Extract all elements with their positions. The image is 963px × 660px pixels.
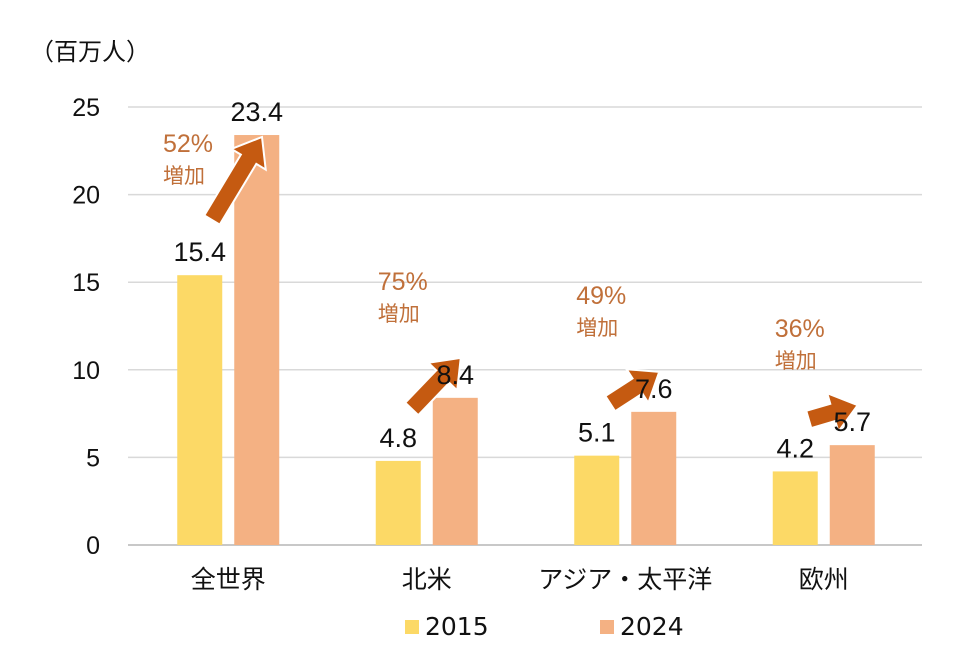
y-axis-unit-label: （百万人）: [30, 38, 150, 66]
bar-2024: [631, 411, 677, 545]
growth-text-label: 増加: [576, 316, 618, 340]
growth-text-label: 増加: [775, 349, 817, 373]
y-axis-ticks: 0 5 10 15 20 25: [72, 94, 100, 560]
y-tick-label: 25: [72, 94, 100, 122]
data-label-2015: 5.1: [578, 418, 616, 448]
x-axis-ticks: 全世界 北米 アジア・太平洋 欧州: [191, 565, 849, 594]
growth-percent-label: 75%: [378, 268, 428, 296]
growth-percent-label: 52%: [163, 130, 213, 158]
bar-2024: [829, 445, 875, 545]
growth-arrow-icon: [804, 391, 860, 434]
growth-percent-label: 36%: [775, 315, 825, 343]
legend-item-2015: 2015: [405, 612, 489, 641]
y-tick-label: 20: [72, 182, 100, 210]
y-tick-label: 5: [86, 444, 100, 472]
legend-label-2015: 2015: [425, 612, 489, 641]
data-label-2015: 15.4: [173, 237, 226, 267]
x-tick-label: 北米: [402, 565, 452, 594]
bars: [177, 135, 875, 546]
legend-item-2024: 2024: [600, 612, 684, 641]
data-label-2024: 8.4: [436, 360, 474, 390]
bar-2024: [432, 397, 478, 545]
data-labels: 15.4 23.4 52% 増加 4.8 8.4 75% 増加 5.1 7.6 49% 増加 4.2 5.…: [163, 97, 871, 463]
growth-arrows: [202, 135, 860, 434]
y-tick-label: 15: [72, 269, 100, 297]
legend-swatch-2015: [405, 619, 419, 634]
bar-2015: [375, 460, 421, 545]
growth-arrow-icon: [403, 356, 462, 417]
bar-2015: [177, 275, 223, 545]
x-tick-label: 全世界: [191, 565, 266, 594]
growth-arrow-icon: [202, 135, 267, 227]
data-label-2015: 4.8: [379, 423, 417, 453]
x-tick-label: 欧州: [799, 565, 849, 594]
bar-2024: [234, 135, 280, 546]
legend-swatch-2024: [600, 619, 614, 634]
data-label-2015: 4.2: [776, 433, 814, 463]
growth-text-label: 増加: [163, 164, 205, 188]
data-label-2024: 23.4: [230, 97, 283, 127]
data-label-2024: 7.6: [635, 374, 673, 404]
growth-percent-label: 49%: [576, 282, 626, 310]
data-label-2024: 5.7: [833, 407, 871, 437]
bar-2015: [574, 455, 620, 545]
y-tick-label: 10: [72, 357, 100, 385]
x-tick-label: アジア・太平洋: [538, 565, 712, 594]
growth-arrow-icon: [603, 368, 661, 413]
bar-2015: [772, 471, 818, 545]
legend-label-2024: 2024: [620, 612, 684, 641]
growth-text-label: 増加: [378, 302, 420, 326]
y-tick-label: 0: [86, 532, 100, 560]
